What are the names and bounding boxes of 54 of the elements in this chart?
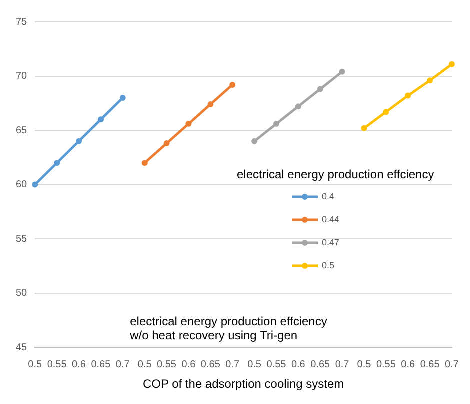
point [383, 109, 390, 116]
x-tick-label: 0.7 [226, 359, 240, 370]
point [142, 160, 148, 166]
x-tick-label: 0.65 [200, 359, 221, 370]
legend-label: 0.47 [322, 238, 340, 248]
point [186, 121, 192, 128]
y-tick-label: 55 [16, 234, 28, 245]
x-tick-label: 0.55 [376, 359, 396, 370]
point [361, 125, 368, 132]
y-tick-label: 70 [16, 71, 28, 82]
x-tick-label: 0.6 [401, 359, 416, 370]
point [120, 94, 126, 101]
y-tick-label: 50 [16, 288, 28, 300]
x-tick-label: 0.55 [157, 359, 177, 370]
legend-label: 0.44 [322, 214, 340, 225]
y-tick-label: 45 [16, 342, 28, 354]
annotation: electrical energy production effciency w/o heat recovery using Tri-gen [129, 314, 328, 343]
point [208, 101, 214, 108]
legend-label: 0.5 [322, 260, 335, 271]
x-tick-label: 0.6 [72, 359, 86, 370]
point [164, 140, 170, 147]
point [54, 160, 60, 166]
x-axis-title: COP of the adsorption cooling system [142, 377, 344, 392]
legend-title: electrical energy production effciency [237, 167, 434, 182]
point [32, 182, 38, 188]
point [76, 138, 82, 144]
x-tick-label: 0.5 [248, 359, 262, 370]
point [449, 61, 455, 68]
legend-label: 0.4 [322, 192, 335, 202]
point [339, 68, 346, 75]
point [230, 82, 236, 88]
x-tick-label: 0.65 [310, 359, 331, 370]
point [405, 92, 412, 99]
point [252, 138, 258, 144]
x-tick-label: 0.7 [116, 359, 130, 370]
point [317, 86, 324, 92]
x-tick-label: 0.7 [335, 359, 350, 370]
x-tick-label: 0.55 [47, 359, 68, 370]
point [427, 78, 434, 84]
x-tick-label: 0.5 [28, 359, 43, 370]
y-tick-label: 65 [16, 125, 28, 136]
x-tick-label: 0.65 [420, 359, 440, 370]
x-tick-label: 0.5 [357, 359, 372, 370]
x-tick-label: 0.55 [266, 359, 287, 370]
point [295, 104, 302, 110]
x-tick-label: 0.6 [182, 359, 196, 370]
y-tick-label: 60 [16, 180, 28, 191]
y-tick-label: 75 [16, 16, 28, 28]
x-tick-label: 0.65 [91, 359, 112, 370]
x-tick-label: 0.5 [138, 359, 152, 370]
x-tick-label: 0.6 [291, 359, 306, 370]
point [273, 121, 280, 128]
point [98, 116, 104, 123]
x-tick-label: 0.7 [445, 359, 460, 370]
